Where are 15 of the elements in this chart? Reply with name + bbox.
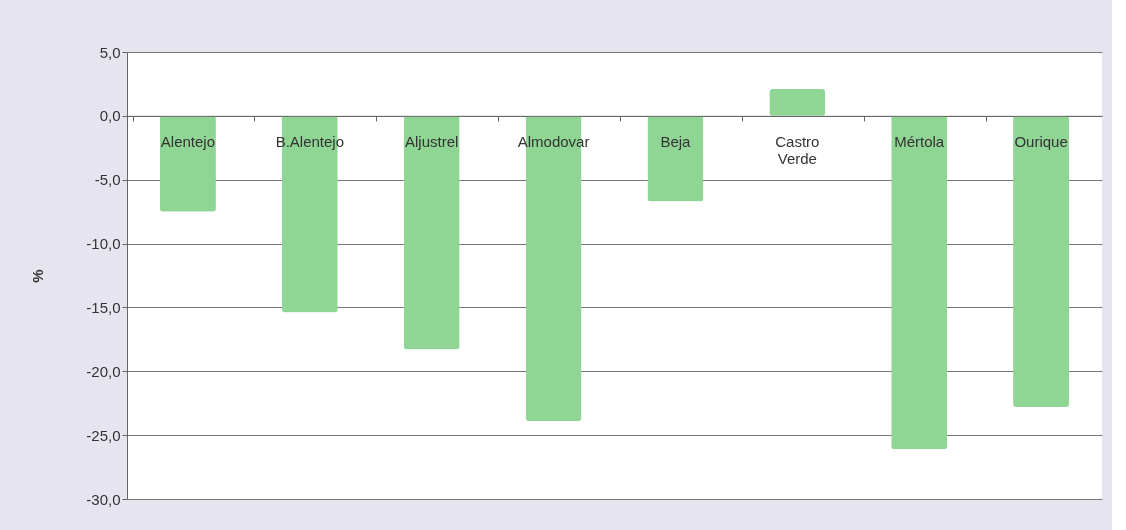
y-axis-title: % <box>29 269 47 283</box>
y-tick-label: -25,0 <box>86 426 121 444</box>
y-tick-label: 0,0 <box>99 107 121 125</box>
y-tick-label: -10,0 <box>86 235 121 253</box>
y-tick-label: 5,0 <box>99 43 121 61</box>
x-tick-label: Alentejo <box>160 133 216 151</box>
y-tick-label: -20,0 <box>86 362 121 380</box>
x-tick-label: Beja <box>660 133 692 151</box>
x-tick-label: Aljustrel <box>405 133 459 151</box>
x-tick-label: Ourique <box>1014 133 1068 151</box>
y-tick-label: -30,0 <box>86 490 121 508</box>
y-tick-label: -5,0 <box>94 171 121 189</box>
x-tick-label: Castro Verde <box>775 133 820 168</box>
x-tick-label: Mértola <box>894 133 945 151</box>
y-tick-label: -15,0 <box>86 298 121 316</box>
